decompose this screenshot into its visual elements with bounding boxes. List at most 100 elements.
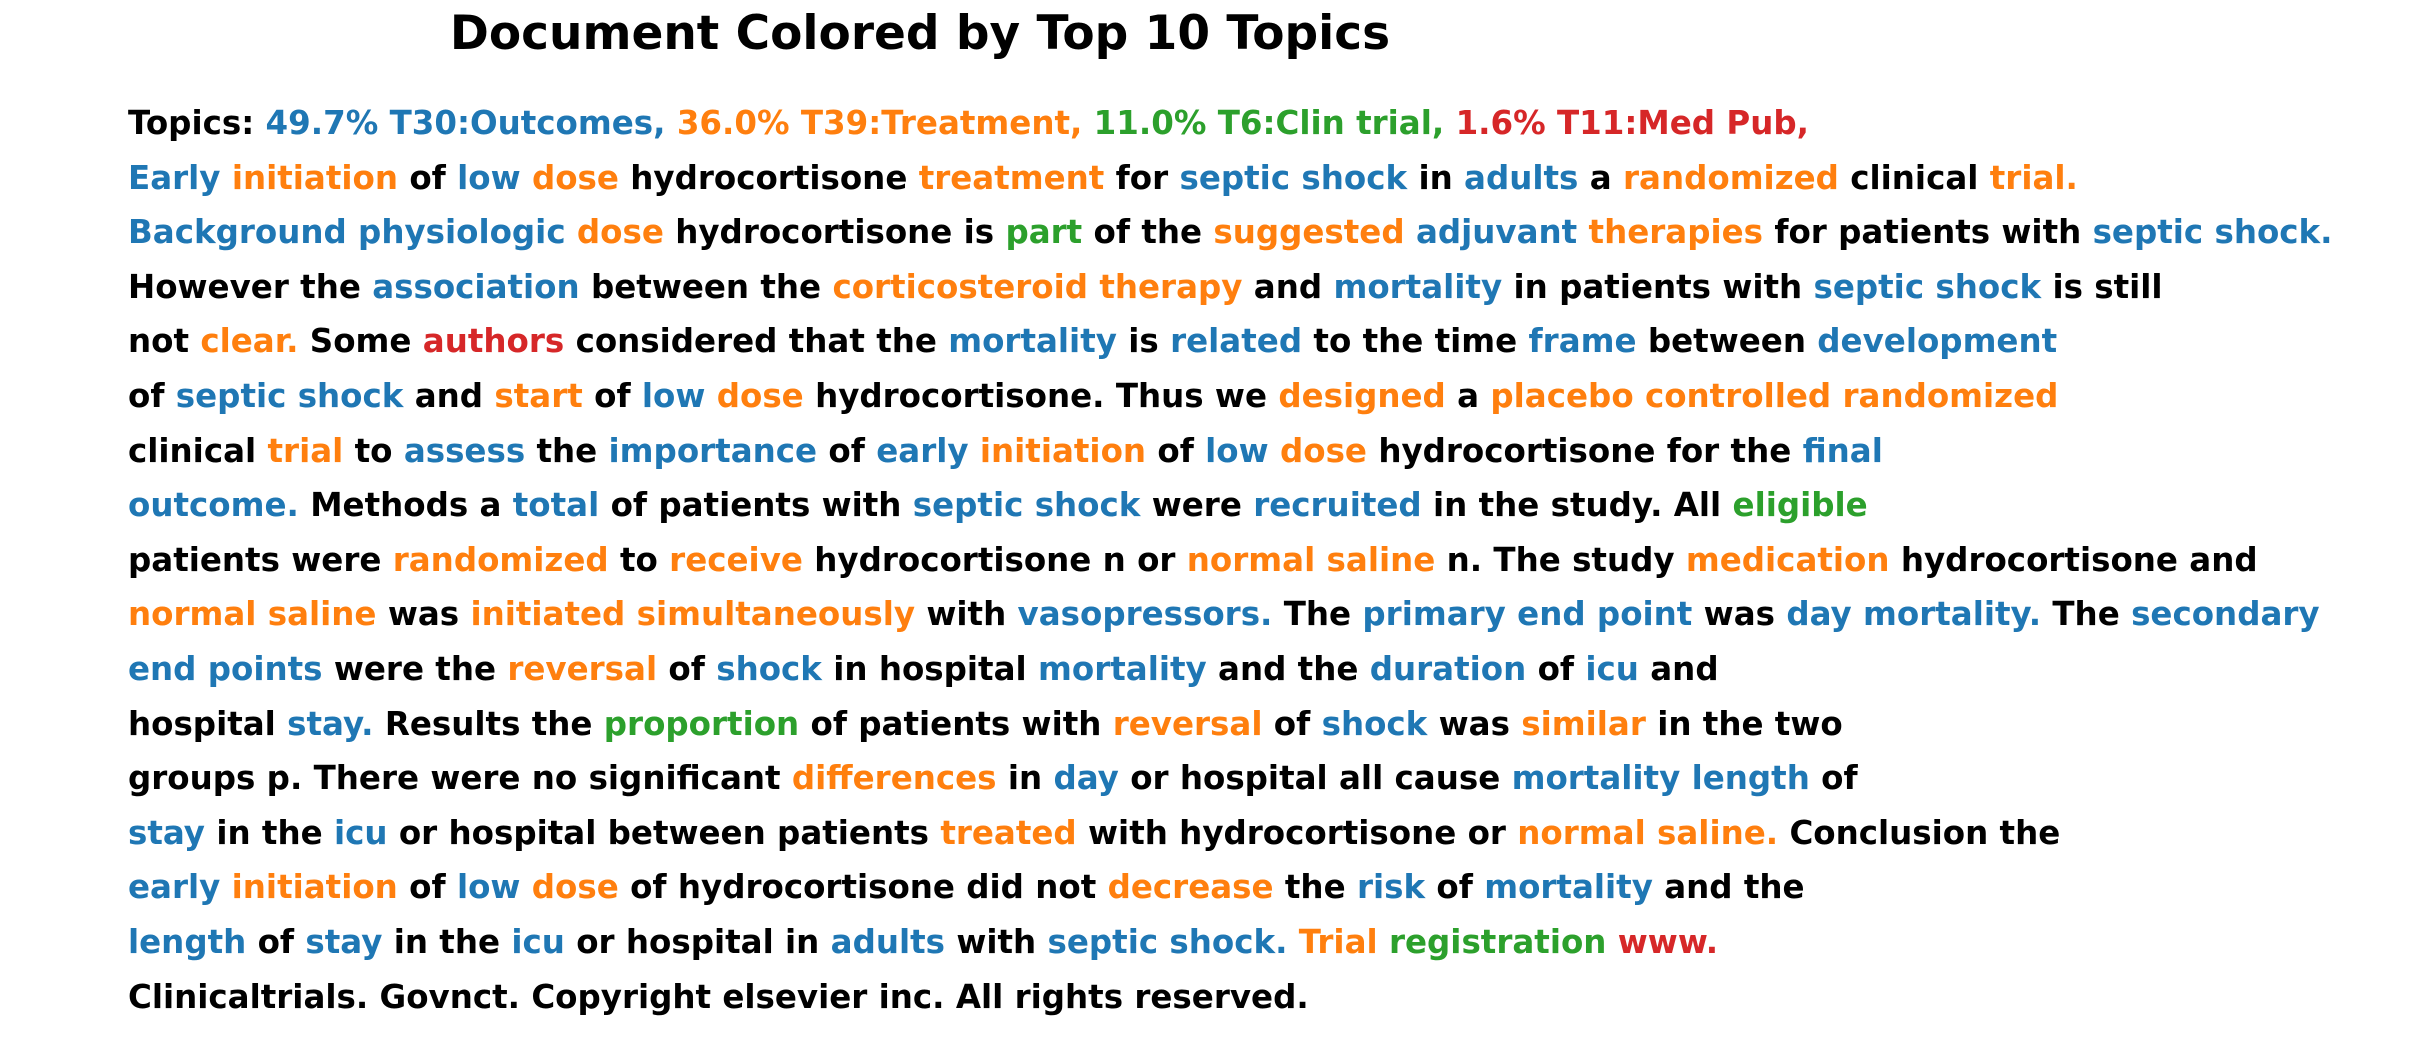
plain-word: However the xyxy=(128,267,361,306)
topic-word-blue: frame xyxy=(1528,322,1637,361)
topic-word-blue: duration xyxy=(1369,649,1527,688)
topic-word-orange: placebo controlled randomized xyxy=(1490,376,2059,415)
plain-word: in the two xyxy=(1657,704,1843,743)
plain-word: hydrocortisone and xyxy=(1900,540,2258,579)
topic-word-blue: Early xyxy=(128,158,221,197)
text-line: early initiation of low dose of hydrocor… xyxy=(128,860,2333,915)
topic-word-orange: suggested xyxy=(1213,213,1405,252)
topic-word-orange: corticosteroid therapy xyxy=(832,267,1243,306)
plain-word: of xyxy=(1157,431,1194,470)
topic-word-blue: length xyxy=(128,922,247,961)
plain-word: with xyxy=(926,595,1007,634)
topic-word-blue: related xyxy=(1170,322,1303,361)
text-line: end points were the reversal of shock in… xyxy=(128,642,2333,697)
plain-word: Clinicaltrials. Govnct. Copyright elsevi… xyxy=(128,977,1309,1016)
topic-word-orange: dose xyxy=(576,213,664,252)
topic-word-blue: adjuvant xyxy=(1415,213,1578,252)
topic-word-orange: initiation xyxy=(979,431,1147,470)
topic-label: 36.0% T39:Treatment, xyxy=(676,104,1083,142)
topic-word-blue: association xyxy=(372,267,580,306)
plain-word: and xyxy=(1650,649,1719,688)
text-line: stay in the icu or hospital between pati… xyxy=(128,806,2333,861)
topic-word-blue: early xyxy=(128,868,221,907)
topic-word-blue: risk xyxy=(1356,868,1426,907)
plain-word: hydrocortisone xyxy=(630,158,908,197)
topic-word-orange: initiated simultaneously xyxy=(470,595,916,634)
plain-word: and xyxy=(1253,267,1323,306)
plain-word: in the xyxy=(393,922,501,961)
plain-word: the xyxy=(536,431,598,470)
topics-prefix: Topics: xyxy=(128,104,255,142)
topic-word-orange: randomized xyxy=(1623,158,1839,197)
plain-word: in patients with xyxy=(1513,267,1803,306)
topic-word-blue: mortality xyxy=(1333,267,1503,306)
text-line: Background physiologic dose hydrocortiso… xyxy=(128,205,2333,260)
topic-word-blue: early xyxy=(876,431,969,470)
topic-word-blue: low xyxy=(456,868,521,907)
plain-word: groups p. There were no significant xyxy=(128,759,781,798)
text-line: patients were randomized to receive hydr… xyxy=(128,533,2333,588)
plain-word: of xyxy=(1436,868,1473,907)
topic-word-blue: low xyxy=(457,158,521,197)
plain-word: not xyxy=(128,322,190,361)
topic-word-orange: similar xyxy=(1521,704,1646,743)
topic-word-blue: total xyxy=(512,486,600,525)
topic-word-orange: medication xyxy=(1685,540,1890,579)
topic-word-blue: septic shock xyxy=(1813,267,2042,306)
topic-label: 11.0% T6:Clin trial, xyxy=(1093,104,1445,142)
plain-word: for xyxy=(1115,158,1169,197)
document-title: Document Colored by Top 10 Topics xyxy=(449,6,1391,61)
plain-word: to xyxy=(619,540,658,579)
topic-word-red: authors xyxy=(422,322,565,361)
plain-word: the xyxy=(1284,868,1346,907)
topic-word-orange: normal saline. xyxy=(1517,813,1779,852)
topic-word-blue: mortality length xyxy=(1511,759,1810,798)
plain-word: with xyxy=(956,922,1037,961)
topic-word-blue: assess xyxy=(403,431,526,470)
topic-word-blue: icu xyxy=(1585,649,1639,688)
plain-word: a xyxy=(1457,376,1480,415)
topic-word-blue: shock xyxy=(1321,704,1428,743)
text-line: not clear. Some authors considered that … xyxy=(128,314,2333,369)
plain-word: a xyxy=(1589,158,1612,197)
topic-word-orange: clear. xyxy=(200,322,299,361)
topic-word-blue: final xyxy=(1802,431,1883,470)
colored-text: Early initiation of low dose hydrocortis… xyxy=(128,151,2333,1025)
topic-word-orange: trial xyxy=(267,431,344,470)
topic-word-orange: initiation xyxy=(231,868,398,907)
plain-word: in the xyxy=(216,813,323,852)
plain-word: of xyxy=(594,376,631,415)
plain-word: hydrocortisone n or xyxy=(814,540,1176,579)
plain-word: hospital xyxy=(128,704,276,743)
plain-word: between the xyxy=(590,267,822,306)
topic-word-orange: start xyxy=(494,376,583,415)
plain-word: hydrocortisone is xyxy=(675,213,995,252)
plain-word: was xyxy=(387,595,460,634)
plain-word: or hospital all cause xyxy=(1130,759,1501,798)
topic-word-orange: randomized xyxy=(392,540,609,579)
plain-word: clinical xyxy=(128,431,257,470)
topic-word-orange: dose xyxy=(1280,431,1367,470)
plain-word: of xyxy=(1537,649,1575,688)
topic-word-blue: shock xyxy=(716,649,822,688)
topic-word-blue: septic shock xyxy=(1179,158,1408,197)
topic-word-blue: stay. xyxy=(287,704,374,743)
topic-word-blue: stay xyxy=(128,813,205,852)
text-line: hospital stay. Results the proportion of… xyxy=(128,697,2333,752)
topic-word-blue: day xyxy=(1053,759,1119,798)
topic-word-blue: importance xyxy=(608,431,818,470)
topic-label: 49.7% T30:Outcomes, xyxy=(265,104,666,142)
topic-word-blue: day mortality. xyxy=(1786,595,2042,634)
topic-word-blue: Background physiologic xyxy=(128,213,566,252)
topic-word-blue: stay xyxy=(305,922,383,961)
document-body: Topics: 49.7% T30:Outcomes, 36.0% T39:Tr… xyxy=(128,96,2333,1024)
plain-word: hydrocortisone for the xyxy=(1378,431,1792,470)
plain-word: The xyxy=(2052,595,2120,634)
topic-word-orange: dose xyxy=(531,868,619,907)
plain-word: in hospital xyxy=(833,649,1027,688)
plain-word: Methods a xyxy=(310,486,502,525)
text-line: normal saline was initiated simultaneous… xyxy=(128,587,2333,642)
topic-word-blue: mortality xyxy=(1038,649,1207,688)
topic-word-orange: normal saline xyxy=(128,595,377,634)
topic-word-orange: reversal xyxy=(507,649,658,688)
